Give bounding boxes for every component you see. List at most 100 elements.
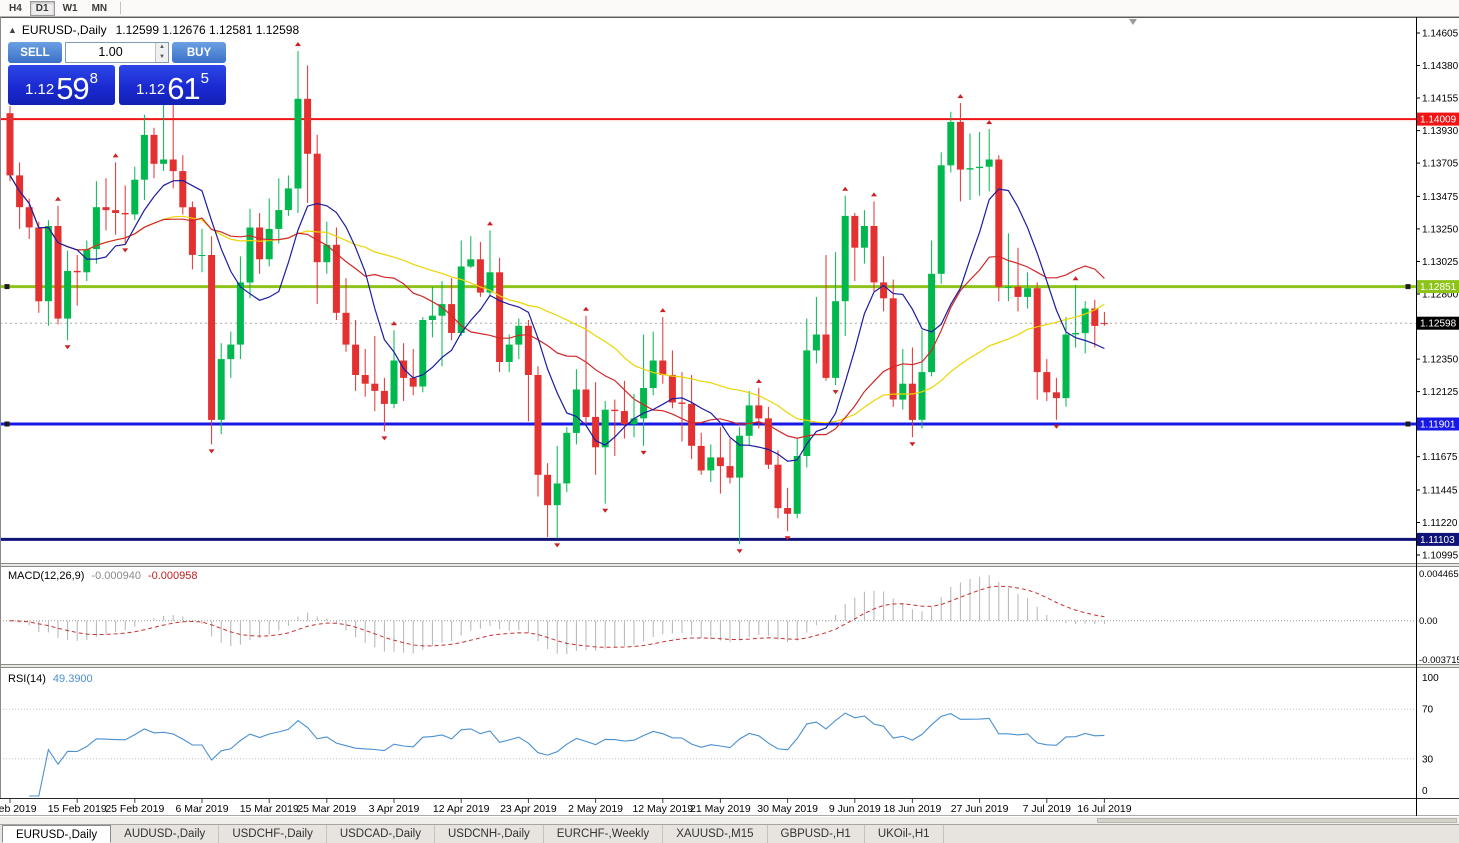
candle bbox=[736, 427, 744, 545]
chart-shift-marker[interactable] bbox=[1129, 19, 1137, 25]
macd-axis-label: 0.004465 bbox=[1419, 569, 1459, 580]
sell-price-main: 59 bbox=[56, 70, 89, 106]
candle bbox=[880, 256, 888, 312]
chart-ohlc-values: 1.12599 1.12676 1.12581 1.12598 bbox=[115, 23, 300, 37]
fractal-up-icon bbox=[842, 186, 849, 191]
candle bbox=[601, 401, 609, 504]
line-handle[interactable] bbox=[1405, 421, 1411, 427]
candle bbox=[563, 427, 571, 493]
panel-splitter[interactable] bbox=[0, 563, 1459, 567]
candle bbox=[947, 111, 955, 173]
candle bbox=[92, 181, 100, 264]
chart-tab-eurchf-weekly[interactable]: EURCHF-,Weekly bbox=[544, 825, 664, 843]
candle bbox=[35, 221, 43, 313]
date-axis-label: 6 Mar 2019 bbox=[175, 803, 228, 815]
candle bbox=[678, 372, 686, 442]
candle bbox=[256, 213, 264, 274]
timeframe-button-mn[interactable]: MN bbox=[91, 2, 108, 14]
ma-line-sma8 bbox=[9, 175, 1105, 462]
sell-price-button[interactable]: 1.12 59 8 bbox=[8, 65, 115, 105]
price-chart[interactable]: 1.14605 1.14380 1.14155 1.13930 1.13705 1.134… bbox=[0, 0, 1459, 816]
chart-tab-gbpusd-h1[interactable]: GBPUSD-,H1 bbox=[768, 825, 865, 843]
candle bbox=[659, 317, 667, 384]
candle bbox=[851, 213, 859, 281]
chart-tab-usdcad-daily[interactable]: USDCAD-,Daily bbox=[327, 825, 435, 843]
rsi-name: RSI(14) bbox=[8, 673, 46, 685]
candle bbox=[342, 278, 350, 352]
candle bbox=[332, 227, 340, 320]
fractal-up-icon bbox=[986, 120, 993, 125]
rsi-axis-label: 70 bbox=[1422, 705, 1434, 716]
candle bbox=[486, 230, 494, 297]
candle bbox=[313, 134, 321, 305]
candle bbox=[908, 347, 916, 438]
candle bbox=[284, 175, 292, 216]
chart-tab-audusd-daily[interactable]: AUDUSD-,Daily bbox=[111, 825, 220, 843]
candle bbox=[918, 330, 926, 429]
date-axis-label: 25 Mar 2019 bbox=[297, 803, 356, 815]
price-axis-label: 1.11220 bbox=[1422, 518, 1458, 529]
candle bbox=[140, 114, 148, 200]
fractal-down-icon bbox=[640, 450, 647, 455]
chart-tab-usdcnh-daily[interactable]: USDCNH-,Daily bbox=[435, 825, 544, 843]
date-axis-label: 3 Apr 2019 bbox=[369, 803, 420, 815]
date-axis-label: 30 May 2019 bbox=[757, 803, 818, 815]
rsi-axis-label: 0 bbox=[1422, 786, 1428, 797]
line-handle[interactable] bbox=[4, 284, 10, 290]
candle bbox=[467, 236, 475, 268]
volume-spinner[interactable]: ▲ ▼ bbox=[155, 43, 168, 62]
price-axis-label: 1.13930 bbox=[1422, 126, 1459, 137]
candle bbox=[505, 334, 513, 373]
svg-text:1.11901: 1.11901 bbox=[1420, 420, 1456, 431]
buy-price-button[interactable]: 1.12 61 5 bbox=[119, 65, 226, 105]
fractal-down-icon bbox=[832, 390, 839, 395]
candle bbox=[208, 236, 216, 445]
scrollbar-thumb[interactable] bbox=[1097, 818, 1457, 823]
chart-tabs-bar: EURUSD-,Daily AUDUSD-,Daily USDCHF-,Daily U… bbox=[0, 824, 1459, 843]
candle bbox=[188, 201, 196, 270]
buy-button[interactable]: BUY bbox=[172, 42, 226, 63]
candle bbox=[841, 195, 849, 336]
timeframe-button-d1[interactable]: D1 bbox=[29, 0, 55, 16]
chart-tab-usdchf-daily[interactable]: USDCHF-,Daily bbox=[219, 825, 327, 843]
candle bbox=[409, 349, 417, 396]
timeframe-toolbar: H4 D1 W1 MN bbox=[0, 0, 1459, 17]
timeframe-button-w1[interactable]: W1 bbox=[62, 2, 78, 14]
candle bbox=[764, 406, 772, 469]
candle bbox=[73, 255, 81, 306]
spinner-down-icon[interactable]: ▼ bbox=[156, 52, 168, 62]
fractal-up-icon bbox=[112, 153, 119, 158]
price-axis-label: 1.14380 bbox=[1422, 61, 1459, 72]
sell-button[interactable]: SELL bbox=[8, 42, 62, 63]
spinner-up-icon[interactable]: ▲ bbox=[156, 43, 168, 53]
candle bbox=[774, 450, 782, 519]
candle bbox=[131, 166, 139, 221]
macd-axis-label: 0.00 bbox=[1419, 616, 1438, 627]
horizontal-scrollbar[interactable] bbox=[0, 817, 1459, 824]
candle bbox=[25, 198, 33, 239]
line-handle[interactable] bbox=[4, 421, 10, 427]
fractal-down-icon bbox=[1053, 424, 1060, 429]
candle bbox=[246, 208, 254, 299]
price-axis-label: 1.12350 bbox=[1422, 355, 1459, 366]
volume-input[interactable]: 1.00 ▲ ▼ bbox=[65, 42, 169, 63]
date-axis-label: 15 Mar 2019 bbox=[240, 803, 299, 815]
svg-text:1.12851: 1.12851 bbox=[1420, 282, 1457, 293]
fractal-up-icon bbox=[583, 306, 589, 311]
candle bbox=[544, 463, 552, 537]
candle bbox=[438, 281, 446, 367]
fractal-up-icon bbox=[755, 379, 762, 383]
buy-price-sup: 5 bbox=[200, 70, 210, 87]
rsi-line bbox=[29, 712, 1105, 797]
chart-tab-eurusd-daily[interactable]: EURUSD-,Daily bbox=[2, 825, 112, 843]
timeframe-button-h4[interactable]: H4 bbox=[9, 2, 22, 14]
collapse-one-click-icon[interactable]: ▲ bbox=[8, 25, 17, 35]
rsi-value: 49.3900 bbox=[52, 673, 93, 685]
panel-splitter[interactable] bbox=[0, 664, 1459, 668]
chart-tab-ukoil-h1[interactable]: UKOil-,H1 bbox=[865, 825, 944, 843]
line-handle[interactable] bbox=[1405, 284, 1411, 290]
chart-tab-xauusd-m15[interactable]: XAUUSD-,M15 bbox=[663, 825, 768, 843]
date-axis-label: 2 May 2019 bbox=[568, 803, 623, 815]
fractal-marks bbox=[55, 42, 1079, 554]
date-axis-label: 7 Jul 2019 bbox=[1023, 803, 1072, 815]
